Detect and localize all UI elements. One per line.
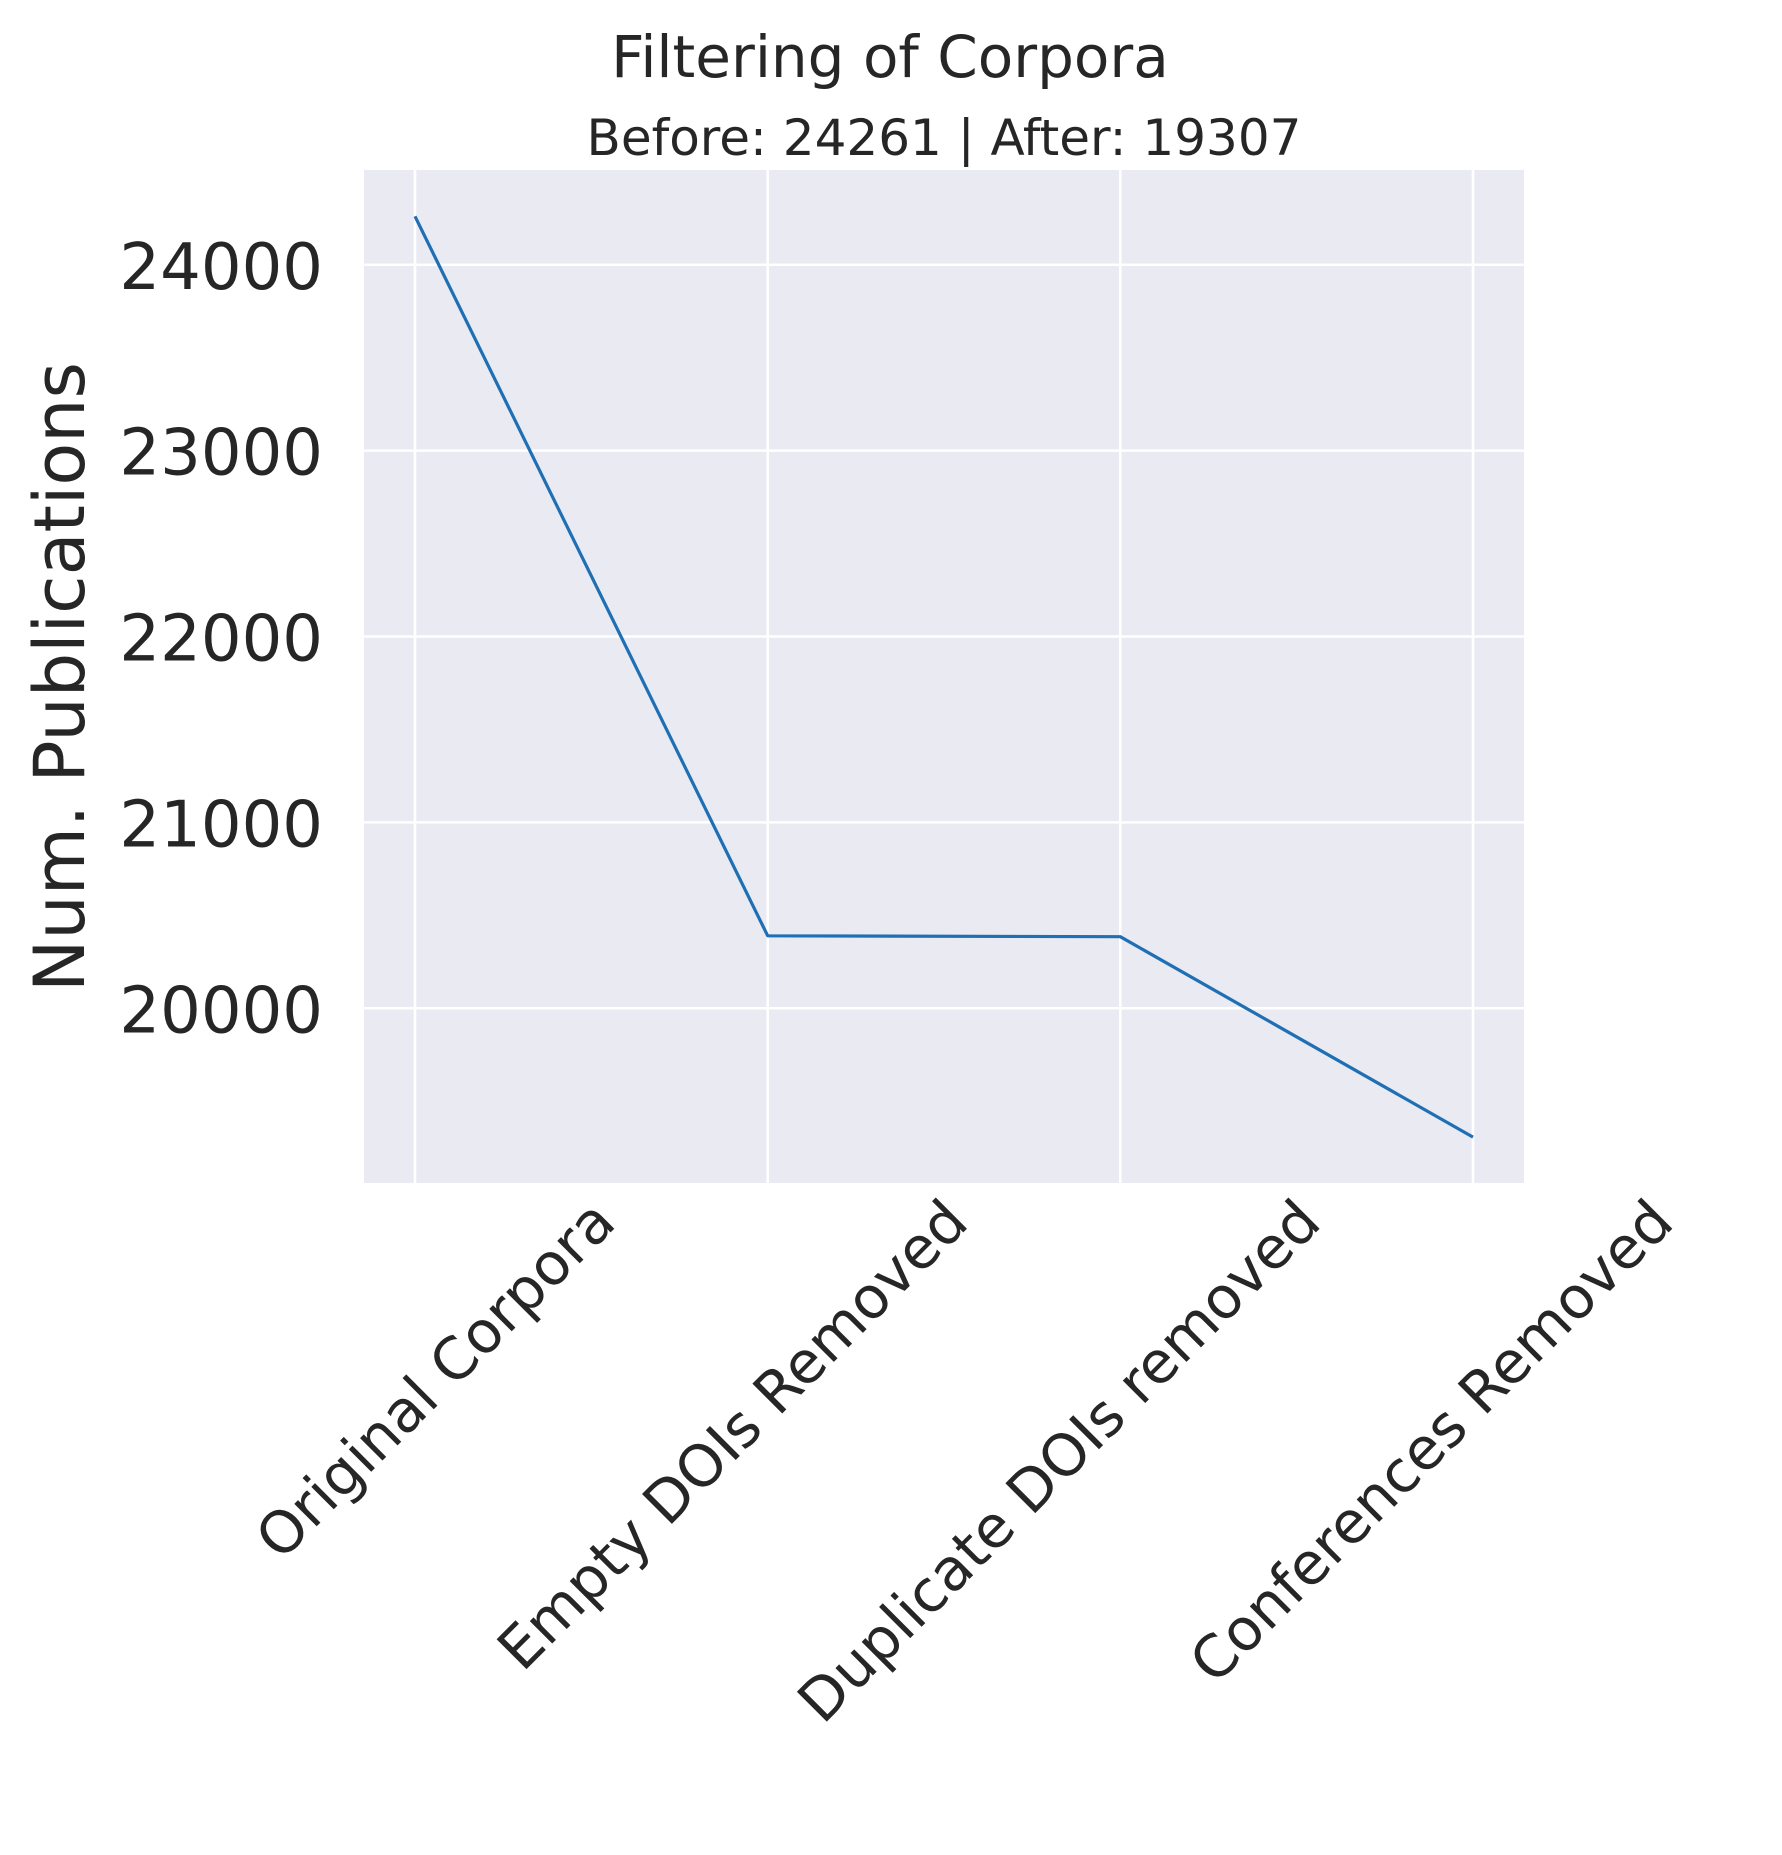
series-line — [413, 215, 1474, 1139]
y-tick-label: 22000 — [119, 603, 323, 677]
y-tick-label: 21000 — [119, 788, 323, 862]
chart-title: Filtering of Corpora — [611, 23, 1169, 91]
y-tick-label: 23000 — [119, 417, 323, 491]
chart-subtitle: Before: 24261 | After: 19307 — [587, 109, 1302, 167]
y-axis-label: Num. Publications — [19, 362, 101, 992]
x-tick-label: Original Corpora — [243, 1187, 628, 1572]
y-tick-labels: 20000 21000 22000 23000 24000 — [119, 231, 323, 1048]
grid-lines — [364, 170, 1524, 1183]
plot-area — [364, 170, 1524, 1183]
y-tick-label: 24000 — [119, 231, 323, 305]
y-tick-label: 20000 — [119, 974, 323, 1048]
